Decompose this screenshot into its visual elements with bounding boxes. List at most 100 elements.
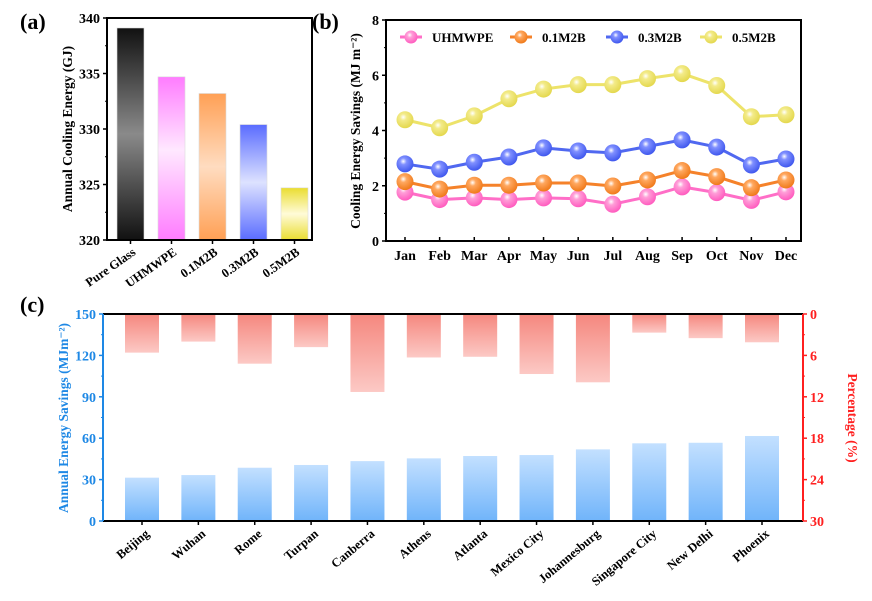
x-tick-label: Oct xyxy=(706,249,728,264)
bar-savings xyxy=(406,458,441,521)
x-tick-label: 0.5M2B xyxy=(260,245,302,281)
y-tick-label: 2 xyxy=(372,180,379,195)
bar-percentage xyxy=(125,314,159,353)
data-point xyxy=(431,180,449,198)
series-line xyxy=(404,138,787,171)
data-point xyxy=(604,144,622,162)
data-point xyxy=(500,176,518,194)
data-point xyxy=(638,70,656,88)
data-point xyxy=(569,190,587,208)
bar-percentage xyxy=(575,314,610,383)
y-tick-label: 0 xyxy=(372,235,379,250)
series-0-3m2b xyxy=(396,131,795,178)
bar-savings xyxy=(745,435,779,521)
legend-marker xyxy=(704,30,718,44)
y-tick-label-right: 0 xyxy=(810,308,817,323)
data-point xyxy=(500,148,518,166)
bar-savings xyxy=(294,464,329,521)
x-tick-label: Mexico City xyxy=(488,526,547,579)
data-point xyxy=(708,168,726,186)
data-point xyxy=(638,171,656,189)
bar-savings xyxy=(463,456,498,521)
x-tick-label: Phoenix xyxy=(730,526,773,565)
data-point xyxy=(638,138,656,156)
data-point xyxy=(604,76,622,94)
x-tick-label: 0.1M2B xyxy=(178,245,220,281)
bar-pure-glass xyxy=(116,27,145,241)
x-tick-label: Jun xyxy=(567,249,590,264)
data-point xyxy=(777,183,795,201)
legend-marker xyxy=(404,30,418,44)
x-tick-label: Wuhan xyxy=(169,527,208,563)
bar-savings xyxy=(632,443,667,521)
data-point xyxy=(396,155,414,173)
data-point xyxy=(708,184,726,202)
data-point xyxy=(396,173,414,191)
x-tick-label: Atlanta xyxy=(450,526,490,563)
y-tick-label-left: 90 xyxy=(82,391,96,406)
y-tick-label-right: 30 xyxy=(810,515,824,530)
x-tick-label: Nov xyxy=(739,249,763,264)
chart-b: Cooling Energy Savings (MJ m⁻²) 0 2 4 6 8 Jan… xyxy=(348,14,802,264)
data-point xyxy=(708,76,726,94)
data-point xyxy=(465,107,483,125)
series-line xyxy=(404,185,787,206)
x-tick-label: Rome xyxy=(232,526,265,557)
x-tick-label: Athens xyxy=(396,526,434,561)
y-tick-label: 8 xyxy=(372,14,379,29)
chart-c: Annual Energy Savings (MJm⁻²) Percentage… xyxy=(56,308,860,589)
data-point xyxy=(465,176,483,194)
x-tick-label: Aug xyxy=(635,249,660,264)
data-point xyxy=(431,160,449,178)
data-point xyxy=(777,106,795,124)
x-tick-label: New Delhi xyxy=(664,526,716,573)
bar-savings xyxy=(350,461,385,521)
y-tick-label: 340 xyxy=(79,12,100,27)
data-point xyxy=(708,138,726,156)
x-tick-label: Jan xyxy=(394,249,416,264)
bar-0-5m2b xyxy=(280,187,309,241)
series-uhmwpe xyxy=(396,178,795,213)
x-tick-label: Sep xyxy=(671,249,693,264)
data-point xyxy=(777,150,795,168)
bar-percentage xyxy=(632,314,667,333)
y-tick-label: 320 xyxy=(79,234,100,249)
data-point xyxy=(569,142,587,160)
x-tick-label: Apr xyxy=(497,249,521,264)
legend-item: 0.1M2B xyxy=(510,30,586,45)
x-tick-label: 0.3M2B xyxy=(219,245,261,281)
legend-label: 0.1M2B xyxy=(542,30,586,45)
data-point xyxy=(742,191,760,209)
y-tick-label: 335 xyxy=(79,68,100,83)
panel-label-a: (a) xyxy=(20,9,46,34)
bar-savings xyxy=(125,477,159,521)
data-point xyxy=(465,189,483,207)
legend-label: 0.5M2B xyxy=(732,30,776,45)
data-point xyxy=(673,178,691,196)
legend-label: UHMWPE xyxy=(432,30,493,45)
data-point xyxy=(396,111,414,129)
bar-savings xyxy=(237,467,272,521)
x-tick-label: Mar xyxy=(461,249,487,264)
data-point xyxy=(638,188,656,206)
series-line xyxy=(404,169,787,191)
x-tick-label: Canberra xyxy=(328,526,377,571)
data-point xyxy=(500,90,518,108)
panel-label-b: (b) xyxy=(312,9,339,34)
x-tick-label: Jul xyxy=(603,249,622,264)
y-tick-label: 325 xyxy=(79,179,100,194)
legend-marker xyxy=(610,30,624,44)
bar-percentage xyxy=(350,314,385,392)
series-0-1m2b xyxy=(396,162,795,198)
y-tick-label: 330 xyxy=(79,123,100,138)
y-tick-label-right: 18 xyxy=(810,432,824,447)
legend-item: 0.3M2B xyxy=(606,30,682,45)
bar-savings xyxy=(575,449,610,521)
data-point xyxy=(742,179,760,197)
legend-marker xyxy=(514,30,528,44)
data-point xyxy=(465,153,483,171)
data-point xyxy=(742,108,760,126)
bar-savings xyxy=(519,455,554,521)
bar-percentage xyxy=(237,314,272,364)
